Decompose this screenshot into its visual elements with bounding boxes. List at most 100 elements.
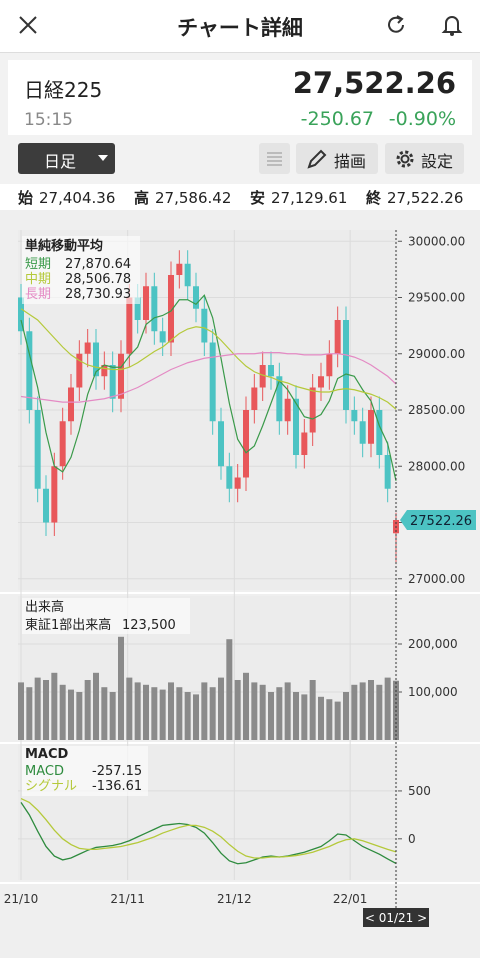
settings-button[interactable]: 設定 [385,143,464,174]
volume-bar [143,684,149,740]
legend-title: 単純移動平均 [25,238,103,254]
volume-bar [234,680,241,740]
candle-body [101,365,108,377]
last-price-tag [400,509,476,530]
y-tick-label: 28500.00 [408,403,465,417]
period-label: 日足 [44,152,77,171]
volume-bar [243,672,249,740]
volume-bar [201,682,208,740]
volume-bar [68,689,74,740]
volume-bar [93,672,99,740]
candle-body [301,432,308,455]
volume-bar [218,677,224,740]
candle-body [159,331,166,343]
legend-value: 28,730.93 [65,287,131,302]
volume-bar [376,684,383,740]
volume-bar [251,682,258,740]
volume-bar [101,687,108,740]
macd-line [20,802,397,865]
x-tick-label: 21/10 [4,892,39,906]
legend-background [22,236,140,304]
x-tick-label: 21/11 [110,892,145,906]
header: チャート詳細 [0,0,480,53]
y-tick-label: 500 [408,784,431,798]
candle-body [293,398,299,455]
list-button[interactable] [259,143,290,174]
ohlc-item: 始 27,404.36 [18,187,115,208]
legend-name: 東証1部出来高 [25,617,111,633]
candle-body [376,410,383,455]
close-icon[interactable] [18,15,38,35]
volume-bar [168,682,174,740]
volume-bar [151,687,158,740]
candle-body [359,421,366,444]
candle-body [176,263,183,275]
volume-bar [18,682,24,740]
volume-bar [359,682,366,740]
candle-body [318,376,324,388]
volume-bar [193,694,199,740]
y-tick-label: 100,000 [408,685,458,699]
candle-body [184,263,191,287]
volume-bar [351,684,358,740]
volume-bar [184,692,191,740]
ohlc-label: 始 [18,189,34,207]
moving-average-line [20,294,397,481]
x-tick-label: 21/12 [217,892,252,906]
volume-bar [59,684,66,740]
candle-body [334,320,341,354]
x-tick-label: 22/01 [333,892,368,906]
draw-label: 描画 [334,152,367,171]
pen-icon [307,149,327,169]
y-tick-label: 28000.00 [408,459,465,473]
volume-bar [126,677,133,740]
ohlc-label: 終 [366,189,382,207]
quote-box: 日経225 15:15 27,522.26 -250.67 -0.90% [8,60,472,135]
legend-value: 123,500 [122,618,176,633]
ohlc-row: 始 27,404.36 高 27,586.42 安 27,129.61 終 27,522.26 [0,184,480,210]
candle-body [201,308,208,343]
period-dropdown[interactable]: 日足 [18,143,115,174]
volume-bar [334,701,341,740]
quote-change: -250.67 [300,108,374,130]
candle-body [343,320,349,410]
gear-icon [396,150,414,168]
volume-bar [176,687,183,740]
candle-body [93,342,99,377]
ohlc-value: 27,129.61 [271,189,348,207]
candle-body [84,342,91,354]
candle-body [326,353,333,377]
y-tick-label: 27000.00 [408,572,465,586]
volume-bar [368,680,374,740]
volume-bar [51,672,58,740]
cursor-tag [363,908,429,927]
last-price-label: 27522.26 [410,514,472,529]
ohlc-item: 安 27,129.61 [250,187,347,208]
quote-price: 27,522.26 [292,66,456,100]
candle-body [68,387,74,422]
legend-background [22,598,190,634]
candle-body [251,387,258,410]
settings-label: 設定 [421,152,454,171]
volume-bar [384,677,391,740]
candle-body [134,297,141,320]
y-tick-label: 200,000 [408,637,458,651]
chart: 27000.0027500.0028000.0028500.0029000.00… [0,210,480,958]
volume-bar [318,696,324,740]
legend-name: MACD [25,764,64,779]
y-tick-label: 30000.00 [408,234,465,248]
bell-icon[interactable] [441,13,463,37]
page-title: チャート詳細 [177,16,303,40]
candle-body [209,342,216,422]
candle-body [168,275,174,343]
candle-body [259,365,266,388]
draw-button[interactable]: 描画 [296,143,378,174]
candle-body [143,286,149,320]
moving-average-line [20,352,397,403]
refresh-icon[interactable] [385,14,407,36]
y-tick-label: 29000.00 [408,347,465,361]
ohlc-label: 高 [134,189,150,207]
ohlc-value: 27,586.42 [155,189,232,207]
volume-bar [343,692,349,740]
candle-body [368,410,374,444]
